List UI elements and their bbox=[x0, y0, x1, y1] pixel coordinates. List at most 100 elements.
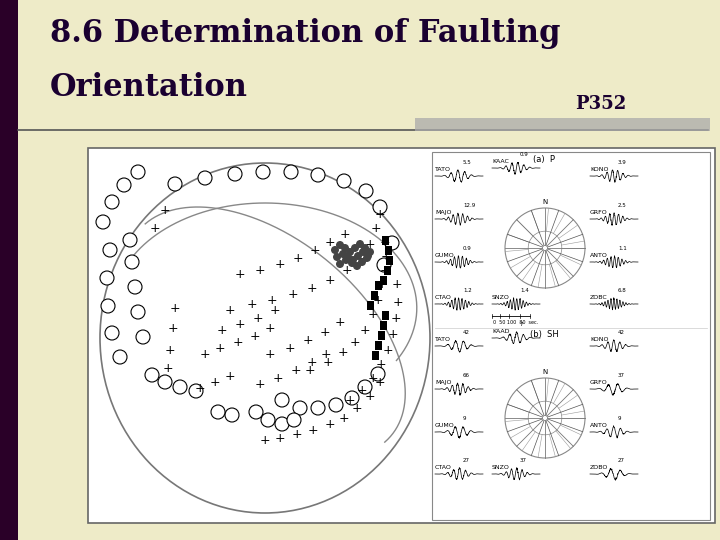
Text: +: + bbox=[310, 244, 320, 256]
Circle shape bbox=[364, 252, 372, 260]
Text: 9: 9 bbox=[463, 416, 467, 421]
Circle shape bbox=[228, 167, 242, 181]
Circle shape bbox=[145, 368, 159, 382]
Text: +: + bbox=[350, 336, 360, 349]
Text: +: + bbox=[374, 375, 385, 388]
Circle shape bbox=[542, 246, 547, 251]
Circle shape bbox=[225, 408, 239, 422]
Circle shape bbox=[354, 252, 362, 260]
Text: +: + bbox=[273, 372, 283, 384]
Text: +: + bbox=[288, 288, 298, 301]
Text: +: + bbox=[325, 273, 336, 287]
Bar bbox=[382, 310, 389, 320]
Circle shape bbox=[358, 258, 366, 266]
Text: +: + bbox=[323, 355, 333, 368]
Text: +: + bbox=[307, 355, 318, 368]
Text: MAJO: MAJO bbox=[435, 380, 451, 385]
Text: 0  50 100  80  sec.: 0 50 100 80 sec. bbox=[493, 320, 538, 325]
Text: Orientation: Orientation bbox=[50, 72, 248, 103]
Text: +: + bbox=[374, 207, 385, 220]
Circle shape bbox=[168, 177, 182, 191]
Text: +: + bbox=[265, 348, 275, 361]
Circle shape bbox=[189, 384, 203, 398]
Text: +: + bbox=[379, 235, 390, 248]
Circle shape bbox=[103, 243, 117, 257]
Bar bbox=[0, 0, 18, 540]
Text: 37: 37 bbox=[618, 373, 625, 378]
Text: +: + bbox=[293, 252, 303, 265]
Circle shape bbox=[344, 253, 352, 261]
Circle shape bbox=[348, 259, 356, 267]
Circle shape bbox=[339, 250, 347, 258]
Text: +: + bbox=[342, 264, 352, 276]
Bar bbox=[432, 152, 710, 520]
Text: +: + bbox=[391, 312, 401, 325]
Bar bbox=[88, 148, 715, 523]
Text: +: + bbox=[338, 411, 349, 424]
Text: 0.9: 0.9 bbox=[463, 246, 472, 251]
Text: +: + bbox=[365, 389, 375, 402]
Circle shape bbox=[117, 178, 131, 192]
Circle shape bbox=[341, 244, 349, 252]
Text: +: + bbox=[325, 418, 336, 431]
Text: +: + bbox=[340, 227, 351, 240]
Circle shape bbox=[113, 350, 127, 364]
Bar bbox=[379, 275, 387, 285]
Text: 6.8: 6.8 bbox=[618, 288, 626, 293]
Text: +: + bbox=[307, 423, 318, 436]
Text: P352: P352 bbox=[575, 95, 626, 113]
Text: +: + bbox=[163, 361, 174, 375]
Circle shape bbox=[337, 174, 351, 188]
Circle shape bbox=[351, 244, 359, 252]
Text: +: + bbox=[235, 268, 246, 281]
Text: GUMO: GUMO bbox=[435, 423, 455, 428]
Text: KONO: KONO bbox=[590, 167, 608, 172]
Circle shape bbox=[284, 165, 298, 179]
Text: +: + bbox=[355, 252, 365, 265]
Text: 7: 7 bbox=[520, 322, 523, 327]
Text: CTAO: CTAO bbox=[435, 295, 452, 300]
Text: +: + bbox=[365, 238, 375, 251]
Circle shape bbox=[275, 417, 289, 431]
Text: +: + bbox=[392, 279, 402, 292]
Text: +: + bbox=[260, 434, 270, 447]
Text: 1.1: 1.1 bbox=[618, 246, 626, 251]
Circle shape bbox=[105, 326, 119, 340]
Circle shape bbox=[342, 256, 350, 264]
Text: KAAD: KAAD bbox=[492, 329, 510, 334]
Text: ZOBC: ZOBC bbox=[590, 295, 608, 300]
Bar bbox=[371, 291, 377, 300]
Text: +: + bbox=[335, 315, 346, 328]
Text: +: + bbox=[387, 328, 398, 341]
Text: +: + bbox=[351, 402, 362, 415]
Text: +: + bbox=[368, 372, 378, 384]
Text: +: + bbox=[247, 299, 257, 312]
Text: SNZO: SNZO bbox=[492, 465, 510, 470]
Text: 12.9: 12.9 bbox=[463, 203, 475, 208]
Circle shape bbox=[128, 280, 142, 294]
Text: 9: 9 bbox=[618, 416, 621, 421]
Text: MAJO: MAJO bbox=[435, 210, 451, 215]
Text: +: + bbox=[305, 363, 315, 376]
Circle shape bbox=[131, 165, 145, 179]
Circle shape bbox=[256, 165, 270, 179]
Circle shape bbox=[101, 299, 115, 313]
Text: +: + bbox=[383, 343, 393, 356]
Text: CTAO: CTAO bbox=[435, 465, 452, 470]
Circle shape bbox=[353, 262, 361, 270]
Bar bbox=[382, 235, 389, 245]
Text: 0.9: 0.9 bbox=[520, 152, 528, 157]
Circle shape bbox=[505, 208, 585, 288]
Bar bbox=[384, 246, 392, 254]
Text: +: + bbox=[199, 348, 210, 361]
Text: +: + bbox=[291, 363, 301, 376]
Text: +: + bbox=[275, 259, 285, 272]
Circle shape bbox=[505, 378, 585, 458]
Circle shape bbox=[329, 398, 343, 412]
Text: +: + bbox=[225, 369, 235, 382]
Text: +: + bbox=[250, 329, 261, 342]
Text: GUMO: GUMO bbox=[435, 253, 455, 258]
Circle shape bbox=[359, 248, 367, 256]
Circle shape bbox=[336, 260, 344, 268]
Circle shape bbox=[311, 168, 325, 182]
